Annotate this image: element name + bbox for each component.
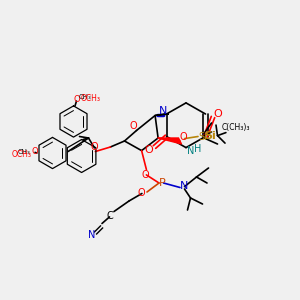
Text: C(CH₃)₃: C(CH₃)₃ [222, 123, 250, 132]
Text: N: N [88, 230, 96, 241]
Polygon shape [158, 138, 181, 144]
Text: OCH₃: OCH₃ [81, 94, 101, 103]
Text: OCH₃: OCH₃ [11, 150, 32, 159]
Text: N: N [179, 181, 188, 191]
Text: N: N [187, 146, 194, 156]
Text: O: O [141, 170, 149, 180]
Text: O: O [32, 147, 38, 156]
Text: O: O [138, 188, 146, 198]
Text: C: C [106, 211, 113, 221]
Text: O: O [145, 145, 154, 155]
Text: CH₃: CH₃ [79, 94, 92, 100]
Text: O: O [130, 121, 137, 131]
Text: O: O [179, 132, 187, 142]
Polygon shape [155, 114, 169, 116]
Text: Si: Si [204, 130, 216, 141]
Text: O: O [91, 142, 98, 152]
Text: P: P [159, 178, 165, 188]
Text: O: O [213, 109, 222, 119]
Text: N: N [159, 106, 167, 116]
Text: H: H [194, 144, 201, 154]
Text: O: O [73, 95, 80, 104]
Text: Si: Si [198, 131, 207, 142]
Text: CH₃: CH₃ [18, 148, 30, 154]
